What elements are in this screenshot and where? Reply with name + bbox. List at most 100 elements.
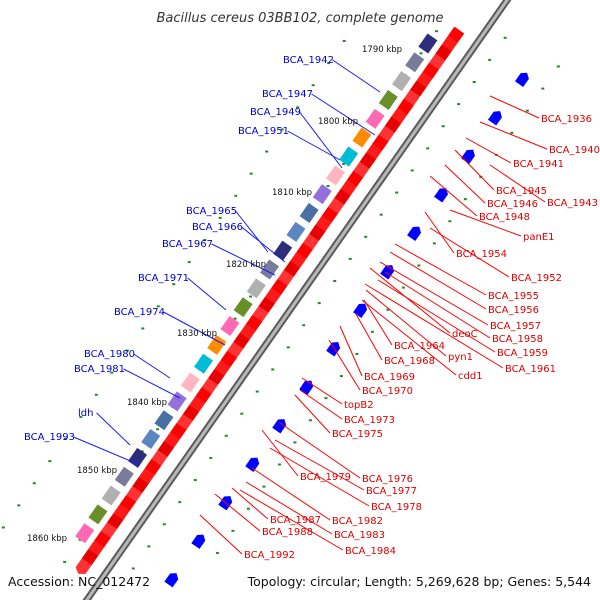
forward-gene-label[interactable]: BCA_1984 — [345, 546, 396, 557]
tick-mark — [246, 507, 250, 510]
forward-gene-label[interactable]: BCA_1936 — [541, 114, 592, 125]
reverse-gene-arrow — [380, 265, 395, 280]
reverse-gene-label[interactable]: BCA_1974 — [114, 307, 165, 318]
label-connector — [239, 489, 344, 551]
tick-mark — [178, 501, 182, 504]
reverse-gene-label[interactable]: BCA_1971 — [138, 273, 189, 284]
reverse-gene-label[interactable]: BCA_1993 — [24, 432, 75, 443]
reverse-gene-label[interactable]: BCA_1947 — [262, 89, 313, 100]
forward-gene-label[interactable]: panE1 — [523, 232, 555, 243]
forward-gene-label[interactable]: BCA_1983 — [334, 530, 385, 541]
tick-mark — [417, 264, 421, 267]
tick-mark — [255, 390, 259, 393]
gene-box — [418, 33, 438, 54]
label-connector — [429, 227, 510, 278]
gene-box — [286, 221, 306, 242]
forward-gene-label[interactable]: BCA_1955 — [488, 291, 539, 302]
tick-mark — [147, 545, 151, 548]
tick-mark — [488, 58, 492, 61]
tick-mark — [410, 169, 414, 172]
forward-gene-label[interactable]: BCA_1954 — [456, 249, 507, 260]
gene-box — [88, 504, 108, 525]
forward-gene-label[interactable]: BCA_1975 — [332, 429, 383, 440]
tick-mark — [457, 103, 461, 106]
tick-mark — [364, 235, 368, 238]
tick-mark — [63, 560, 67, 563]
gene-box — [194, 353, 214, 374]
forward-gene-label[interactable]: BCA_1958 — [492, 334, 543, 345]
forward-gene-label[interactable]: BCA_1977 — [366, 486, 417, 497]
forward-gene-label[interactable]: cdd1 — [458, 371, 483, 382]
forward-gene-label[interactable]: BCA_1948 — [479, 212, 530, 223]
tick-mark — [63, 438, 67, 441]
tick-mark — [355, 352, 359, 355]
tick-mark — [401, 286, 405, 289]
reverse-gene-label[interactable]: BCA_1949 — [250, 107, 301, 118]
forward-gene-label[interactable]: BCA_1956 — [488, 305, 539, 316]
forward-gene-label[interactable]: BCA_1943 — [547, 198, 598, 209]
tick-mark — [395, 191, 399, 194]
gene-box — [365, 108, 385, 129]
gene-box — [312, 184, 332, 205]
forward-gene-label[interactable]: deoC — [452, 329, 478, 340]
reverse-gene-label[interactable]: BCA_1965 — [186, 206, 237, 217]
reverse-gene-label[interactable]: BCA_1951 — [238, 126, 289, 137]
gene-box — [141, 429, 161, 450]
forward-gene-label[interactable]: BCA_1961 — [505, 364, 556, 375]
label-connector — [377, 279, 496, 353]
forward-gene-label[interactable]: BCA_1992 — [244, 550, 295, 561]
tick-mark — [141, 327, 145, 330]
forward-gene-label[interactable]: BCA_1987 — [270, 515, 321, 526]
reverse-gene-arrow — [514, 72, 529, 88]
tick-mark — [156, 428, 160, 431]
forward-gene-label[interactable]: BCA_1945 — [496, 186, 547, 197]
forward-gene-label[interactable]: BCA_1979 — [300, 472, 351, 483]
label-connector — [465, 137, 512, 164]
tick-mark — [234, 194, 238, 197]
forward-gene-label[interactable]: pyn1 — [448, 352, 473, 363]
label-connector — [361, 299, 457, 376]
reverse-gene-label[interactable]: ldh — [78, 408, 93, 419]
forward-gene-label[interactable]: BCA_1988 — [262, 527, 313, 538]
reverse-gene-label[interactable]: BCA_1981 — [74, 364, 125, 375]
tick-mark — [503, 36, 507, 39]
tick-mark — [370, 330, 374, 333]
forward-gene-label[interactable]: BCA_1970 — [362, 386, 413, 397]
reverse-gene-label[interactable]: BCA_1942 — [283, 55, 334, 66]
reverse-gene-arrow — [487, 111, 502, 126]
label-connector — [444, 164, 486, 204]
gene-box — [128, 447, 148, 468]
reverse-gene-arrow — [164, 573, 179, 588]
forward-gene-label[interactable]: BCA_1973 — [344, 415, 395, 426]
forward-gene-label[interactable]: BCA_1940 — [549, 145, 600, 156]
label-connector — [241, 226, 286, 263]
reverse-gene-label[interactable]: BCA_1966 — [192, 222, 243, 233]
tick-mark — [379, 213, 383, 216]
label-connector — [235, 210, 269, 253]
forward-gene-label[interactable]: BCA_1957 — [490, 321, 541, 332]
tick-mark — [342, 162, 346, 165]
label-connector — [365, 289, 447, 357]
reverse-gene-label[interactable]: BCA_1980 — [84, 349, 135, 360]
label-connector — [424, 211, 455, 254]
forward-gene-label[interactable]: BCA_1968 — [384, 356, 435, 367]
reverse-gene-label[interactable]: BCA_1967 — [162, 239, 213, 250]
tick-mark — [317, 302, 321, 305]
forward-gene-label[interactable]: BCA_1946 — [487, 199, 538, 210]
tick-mark — [472, 81, 476, 84]
forward-gene-label[interactable]: BCA_1976 — [362, 474, 413, 485]
forward-gene-label[interactable]: BCA_1959 — [497, 348, 548, 359]
forward-gene-label[interactable]: BCA_1978 — [371, 502, 422, 513]
forward-gene-label[interactable]: BCA_1964 — [394, 341, 445, 352]
gene-box — [326, 165, 346, 186]
forward-gene-label[interactable]: BCA_1982 — [332, 516, 383, 527]
label-connector — [187, 277, 227, 311]
label-connector — [211, 243, 276, 276]
forward-gene-label[interactable]: topB2 — [344, 400, 374, 411]
tick-mark — [286, 346, 290, 349]
reverse-gene-arrow — [434, 188, 448, 203]
forward-gene-label[interactable]: BCA_1941 — [513, 159, 564, 170]
forward-gene-label[interactable]: BCA_1952 — [511, 273, 562, 284]
forward-gene-label[interactable]: BCA_1969 — [364, 372, 415, 383]
